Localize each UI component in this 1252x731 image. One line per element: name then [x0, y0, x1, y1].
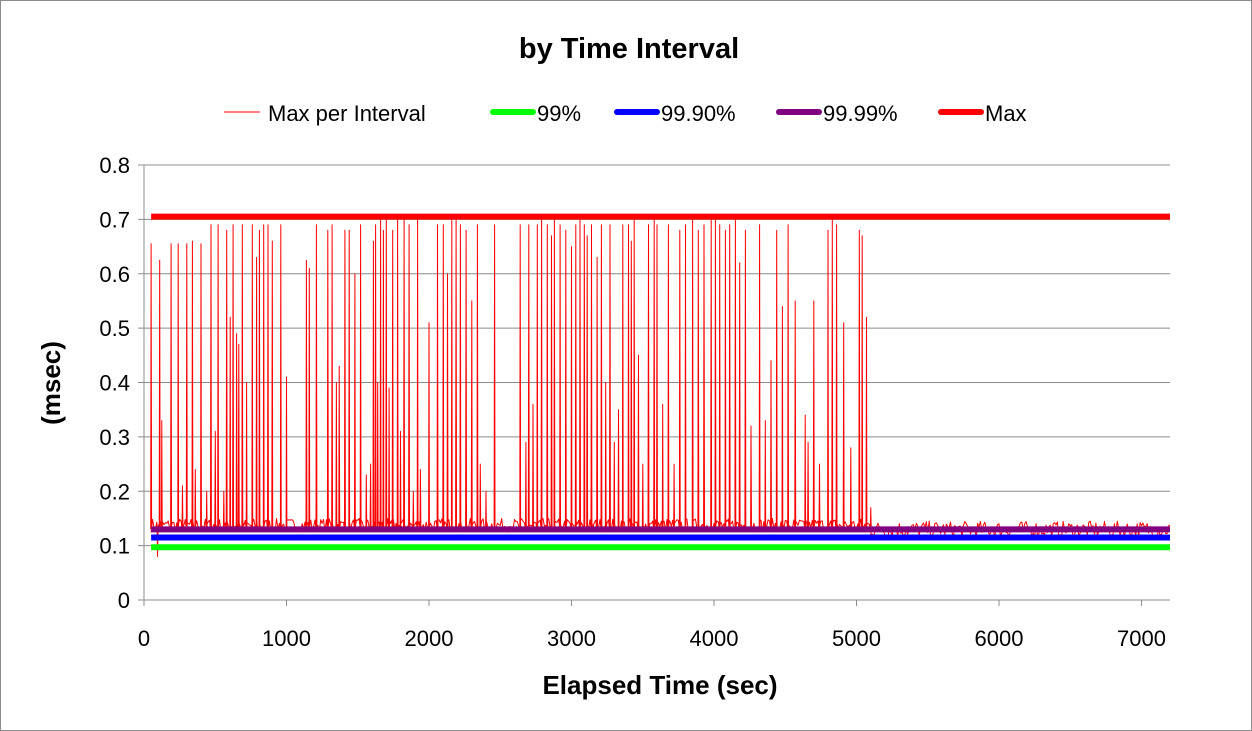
legend-label-99-99: 99.99% — [823, 101, 898, 126]
y-tick-label: 0.2 — [99, 479, 130, 504]
x-tick-label: 5000 — [832, 626, 881, 651]
x-tick-label: 1000 — [262, 626, 311, 651]
y-axis-ticks: 0 0.1 0.2 0.3 0.4 0.5 0.6 0.7 0.8 — [99, 153, 144, 613]
x-axis-ticks: 0 1000 2000 3000 4000 5000 6000 7000 — [138, 600, 1166, 651]
y-tick-label: 0.6 — [99, 262, 130, 287]
legend-label-99-90: 99.90% — [661, 101, 736, 126]
x-axis-title: Elapsed Time (sec) — [542, 670, 777, 700]
series-max-per-interval-line — [150, 218, 1171, 557]
chart-title: by Time Interval — [519, 33, 739, 65]
x-tick-label: 3000 — [547, 626, 596, 651]
x-tick-label: 2000 — [405, 626, 454, 651]
legend-item-max-per-interval: Max per Interval — [224, 101, 426, 126]
x-tick-label: 4000 — [690, 626, 739, 651]
y-tick-label: 0.1 — [99, 534, 130, 559]
y-tick-label: 0.5 — [99, 316, 130, 341]
x-tick-label: 7000 — [1117, 626, 1166, 651]
legend: Max per Interval 99% 99.90% 99.99% Max — [224, 101, 1027, 126]
legend-label-max: Max — [985, 101, 1027, 126]
legend-label-99: 99% — [537, 101, 581, 126]
legend-item-99-90: 99.90% — [614, 101, 736, 126]
y-tick-label: 0.7 — [99, 207, 130, 232]
legend-item-max: Max — [938, 101, 1027, 126]
plot-area — [150, 213, 1171, 557]
y-tick-label: 0.4 — [99, 371, 130, 396]
y-tick-label: 0 — [118, 588, 130, 613]
legend-label-max-per-interval: Max per Interval — [268, 101, 426, 126]
legend-item-99: 99% — [490, 101, 581, 126]
y-axis-title: (msec) — [36, 341, 66, 425]
legend-item-99-99: 99.99% — [776, 101, 898, 126]
y-tick-label: 0.8 — [99, 153, 130, 178]
axes — [143, 165, 1170, 601]
y-tick-label: 0.3 — [99, 425, 130, 450]
x-tick-label: 0 — [138, 626, 150, 651]
x-tick-label: 6000 — [975, 626, 1024, 651]
